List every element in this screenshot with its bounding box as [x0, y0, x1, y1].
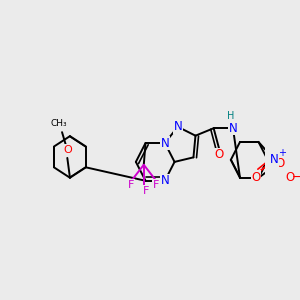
Text: −: − — [292, 171, 300, 184]
Text: O: O — [286, 171, 295, 184]
Text: CH₃: CH₃ — [50, 119, 67, 128]
Text: N: N — [160, 136, 169, 149]
Text: N: N — [229, 122, 237, 135]
Text: F: F — [128, 180, 135, 190]
Text: O: O — [214, 148, 224, 161]
Text: F: F — [153, 180, 159, 190]
Text: F: F — [143, 186, 150, 196]
Text: N: N — [173, 120, 182, 133]
Text: N: N — [160, 174, 169, 187]
Text: O: O — [251, 171, 260, 184]
Text: +: + — [278, 148, 286, 158]
Text: N: N — [270, 153, 279, 166]
Text: H: H — [227, 111, 234, 121]
Text: O: O — [275, 157, 284, 169]
Text: O: O — [63, 145, 72, 155]
